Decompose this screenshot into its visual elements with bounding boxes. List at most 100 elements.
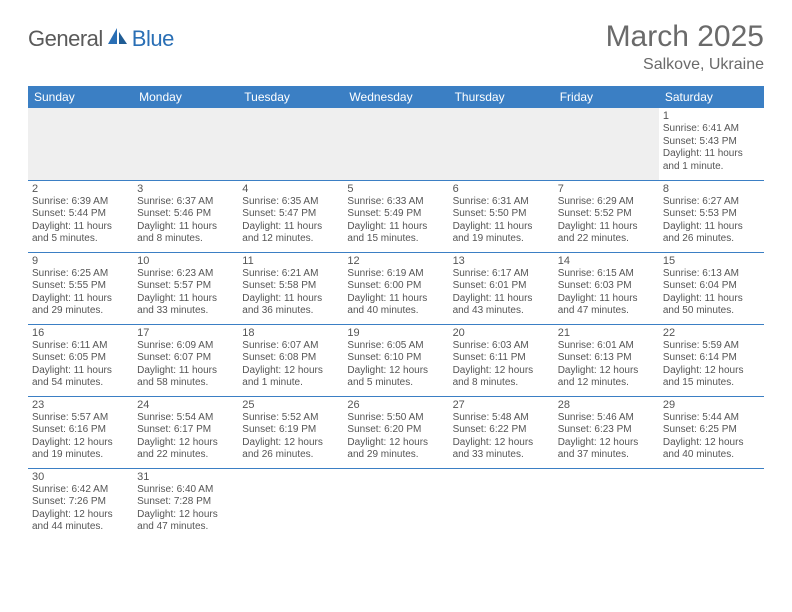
calendar-cell: 26Sunrise: 5:50 AMSunset: 6:20 PMDayligh… [343,396,448,468]
sunrise-line: Sunrise: 5:48 AM [453,412,550,425]
sunset-line: Sunset: 6:19 PM [242,424,339,437]
calendar-cell: 14Sunrise: 6:15 AMSunset: 6:03 PMDayligh… [554,252,659,324]
day-number: 27 [453,399,550,411]
sunset-line: Sunset: 6:14 PM [663,352,760,365]
sail-icon [107,27,129,52]
sunset-line: Sunset: 5:57 PM [137,280,234,293]
daylight-line: Daylight: 11 hours and 36 minutes. [242,293,339,318]
calendar-cell: 15Sunrise: 6:13 AMSunset: 6:04 PMDayligh… [659,252,764,324]
day-number: 8 [663,183,760,195]
sunset-line: Sunset: 6:22 PM [453,424,550,437]
sunset-line: Sunset: 6:07 PM [137,352,234,365]
daylight-line: Daylight: 11 hours and 33 minutes. [137,293,234,318]
daylight-line: Daylight: 11 hours and 50 minutes. [663,293,760,318]
sunset-line: Sunset: 5:44 PM [32,208,129,221]
daylight-line: Daylight: 11 hours and 43 minutes. [453,293,550,318]
calendar-cell: 20Sunrise: 6:03 AMSunset: 6:11 PMDayligh… [449,324,554,396]
day-number: 26 [347,399,444,411]
calendar-cell: 21Sunrise: 6:01 AMSunset: 6:13 PMDayligh… [554,324,659,396]
day-number: 13 [453,255,550,267]
sunset-line: Sunset: 5:55 PM [32,280,129,293]
sunset-line: Sunset: 6:13 PM [558,352,655,365]
daylight-line: Daylight: 12 hours and 8 minutes. [453,365,550,390]
daylight-line: Daylight: 12 hours and 26 minutes. [242,437,339,462]
day-number: 6 [453,183,550,195]
sunset-line: Sunset: 5:49 PM [347,208,444,221]
sunrise-line: Sunrise: 5:50 AM [347,412,444,425]
calendar-cell: 30Sunrise: 6:42 AMSunset: 7:26 PMDayligh… [28,468,133,540]
day-header: Friday [554,86,659,108]
sunrise-line: Sunrise: 6:42 AM [32,484,129,497]
day-number: 2 [32,183,129,195]
sunset-line: Sunset: 6:00 PM [347,280,444,293]
calendar-page: General Blue March 2025 Salkove, Ukraine… [0,0,792,560]
sunrise-line: Sunrise: 6:19 AM [347,268,444,281]
daylight-line: Daylight: 11 hours and 15 minutes. [347,221,444,246]
calendar-cell: 2Sunrise: 6:39 AMSunset: 5:44 PMDaylight… [28,180,133,252]
day-header: Wednesday [343,86,448,108]
calendar-cell: 19Sunrise: 6:05 AMSunset: 6:10 PMDayligh… [343,324,448,396]
sunset-line: Sunset: 6:20 PM [347,424,444,437]
daylight-line: Daylight: 11 hours and 8 minutes. [137,221,234,246]
sunset-line: Sunset: 7:28 PM [137,496,234,509]
calendar-cell [659,468,764,540]
calendar-cell: 25Sunrise: 5:52 AMSunset: 6:19 PMDayligh… [238,396,343,468]
calendar-cell [343,108,448,180]
calendar-cell: 6Sunrise: 6:31 AMSunset: 5:50 PMDaylight… [449,180,554,252]
day-number: 3 [137,183,234,195]
calendar-cell: 10Sunrise: 6:23 AMSunset: 5:57 PMDayligh… [133,252,238,324]
sunrise-line: Sunrise: 5:44 AM [663,412,760,425]
day-number: 29 [663,399,760,411]
day-number: 24 [137,399,234,411]
calendar-cell: 9Sunrise: 6:25 AMSunset: 5:55 PMDaylight… [28,252,133,324]
sunrise-line: Sunrise: 6:21 AM [242,268,339,281]
calendar-cell: 7Sunrise: 6:29 AMSunset: 5:52 PMDaylight… [554,180,659,252]
daylight-line: Daylight: 11 hours and 29 minutes. [32,293,129,318]
logo-text-blue: Blue [132,26,174,52]
sunset-line: Sunset: 6:16 PM [32,424,129,437]
calendar-cell: 11Sunrise: 6:21 AMSunset: 5:58 PMDayligh… [238,252,343,324]
calendar-cell: 1Sunrise: 6:41 AMSunset: 5:43 PMDaylight… [659,108,764,180]
calendar-cell: 12Sunrise: 6:19 AMSunset: 6:00 PMDayligh… [343,252,448,324]
daylight-line: Daylight: 12 hours and 15 minutes. [663,365,760,390]
title-block: March 2025 Salkove, Ukraine [606,20,764,74]
calendar-cell: 13Sunrise: 6:17 AMSunset: 6:01 PMDayligh… [449,252,554,324]
sunrise-line: Sunrise: 6:33 AM [347,196,444,209]
day-number: 30 [32,471,129,483]
daylight-line: Daylight: 11 hours and 40 minutes. [347,293,444,318]
calendar-cell: 31Sunrise: 6:40 AMSunset: 7:28 PMDayligh… [133,468,238,540]
daylight-line: Daylight: 11 hours and 54 minutes. [32,365,129,390]
sunrise-line: Sunrise: 6:37 AM [137,196,234,209]
sunrise-line: Sunrise: 5:59 AM [663,340,760,353]
day-number: 23 [32,399,129,411]
sunset-line: Sunset: 5:47 PM [242,208,339,221]
sunrise-line: Sunrise: 6:05 AM [347,340,444,353]
calendar-cell [449,108,554,180]
calendar-cell: 18Sunrise: 6:07 AMSunset: 6:08 PMDayligh… [238,324,343,396]
sunrise-line: Sunrise: 6:23 AM [137,268,234,281]
sunset-line: Sunset: 5:58 PM [242,280,339,293]
sunrise-line: Sunrise: 5:57 AM [32,412,129,425]
day-number: 25 [242,399,339,411]
daylight-line: Daylight: 11 hours and 19 minutes. [453,221,550,246]
day-header: Tuesday [238,86,343,108]
sunrise-line: Sunrise: 6:09 AM [137,340,234,353]
daylight-line: Daylight: 11 hours and 5 minutes. [32,221,129,246]
calendar-cell [28,108,133,180]
sunset-line: Sunset: 5:46 PM [137,208,234,221]
sunset-line: Sunset: 5:53 PM [663,208,760,221]
calendar-cell: 5Sunrise: 6:33 AMSunset: 5:49 PMDaylight… [343,180,448,252]
sunrise-line: Sunrise: 6:01 AM [558,340,655,353]
calendar-cell: 16Sunrise: 6:11 AMSunset: 6:05 PMDayligh… [28,324,133,396]
sunrise-line: Sunrise: 6:13 AM [663,268,760,281]
day-number: 31 [137,471,234,483]
daylight-line: Daylight: 12 hours and 1 minute. [242,365,339,390]
calendar-cell [554,468,659,540]
daylight-line: Daylight: 12 hours and 47 minutes. [137,509,234,534]
daylight-line: Daylight: 12 hours and 5 minutes. [347,365,444,390]
day-number: 16 [32,327,129,339]
location: Salkove, Ukraine [606,56,764,74]
sunrise-line: Sunrise: 6:27 AM [663,196,760,209]
day-number: 28 [558,399,655,411]
sunrise-line: Sunrise: 6:07 AM [242,340,339,353]
